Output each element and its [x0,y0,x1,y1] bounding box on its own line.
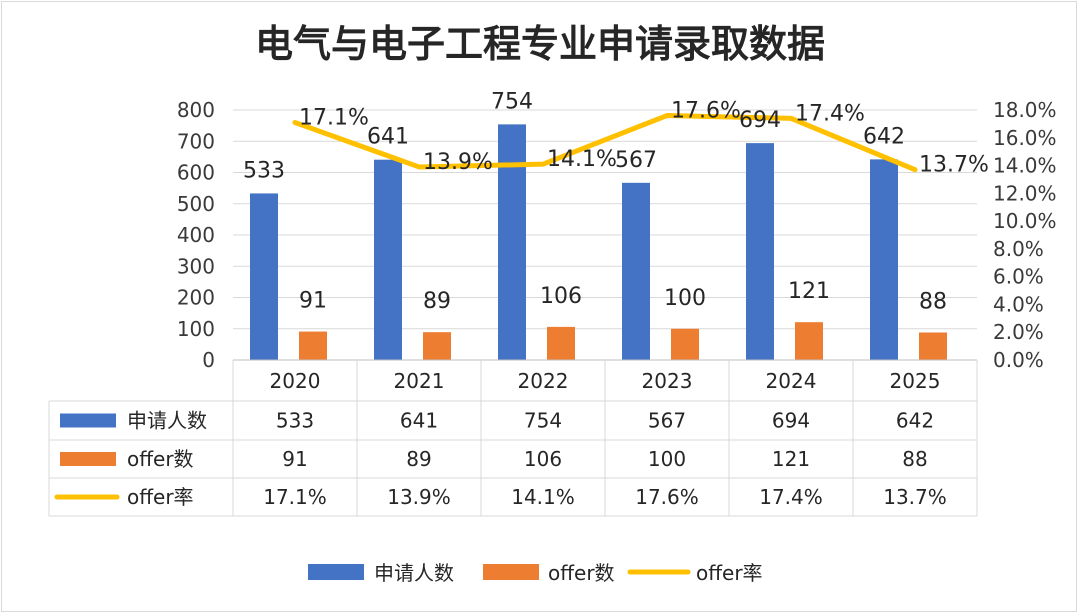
legend-label-applicants: 申请人数 [374,561,454,585]
table-cell: 91 [282,447,307,471]
right-axis-tick-label: 14.0% [993,154,1057,178]
table-cell: 106 [524,447,562,471]
left-axis-tick-label: 300 [177,254,215,278]
chart-title: 电气与电子工程专业申请录取数据 [255,22,825,66]
bar-offers [671,328,699,360]
table-cell: 13.9% [387,485,451,509]
bar-applicants [870,159,898,360]
offer-rate-line [292,113,918,173]
bar-applicants [622,182,650,360]
legend-swatch-offers [483,564,539,580]
table-cell: 121 [772,447,810,471]
table-cell: 14.1% [511,485,575,509]
right-axis-tick-label: 18.0% [993,98,1057,122]
x-axis-category-label: 2021 [394,369,445,393]
table-cell: 754 [524,409,562,433]
data-label-offer-rate: 17.4% [795,101,865,126]
x-axis-category-label: 2022 [518,369,569,393]
right-axis-tick-label: 12.0% [993,181,1057,205]
x-axis-category-label: 2024 [766,369,817,393]
offer-rate-series-line [292,113,918,173]
table-cell: 13.7% [883,485,947,509]
data-label-offer-rate: 13.7% [919,153,989,178]
right-axis-tick-label: 8.0% [993,237,1044,261]
legend-label-offers: offer数 [548,561,615,585]
left-axis-tick-label: 100 [177,317,215,341]
bar-applicants [374,159,402,360]
data-label-offers: 100 [664,286,706,311]
table-cell: 17.6% [635,485,699,509]
data-label-offer-rate: 17.1% [299,106,369,131]
offer-rate-point [790,117,792,120]
data-label-applicants: 754 [491,89,533,114]
bar-offers [919,332,947,360]
left-axis-tick-label: 200 [177,286,215,310]
data-label-applicants: 533 [243,158,285,183]
x-axis-category-label: 2025 [890,369,941,393]
offer-rate-point [914,168,916,171]
right-axis-tick-label: 2.0% [993,320,1044,344]
right-axis-tick-label: 16.0% [993,126,1057,150]
data-label-offers: 89 [423,289,451,314]
data-label-applicants: 567 [615,148,657,173]
legend: 申请人数 offer数 offer率 [308,561,763,585]
bar-applicants [746,143,774,360]
data-label-offers: 88 [919,290,947,315]
data-table: 2020 2021 2022 2023 2024 2025 申请人数 533 641 754 567… [48,359,978,517]
offer-rate-point [418,165,420,168]
data-label-offers: 106 [540,284,582,309]
data-label-offers: 91 [299,289,327,314]
table-cell: 89 [406,447,431,471]
bar-applicants [498,124,526,360]
table-key-offers [60,452,116,466]
right-axis-tick-label: 6.0% [993,265,1044,289]
table-row-header: offer率 [127,485,194,509]
right-axis-ticks: 0.0% 2.0% 4.0% 6.0% 8.0% 10.0% 12.0% 14.0% 16.0%… [993,98,1057,372]
offer-rate-point [294,121,296,124]
table-cell: 17.1% [263,485,327,509]
right-axis-tick-label: 4.0% [993,292,1044,316]
x-axis-category-label: 2020 [270,369,321,393]
data-label-offers: 121 [788,279,830,304]
bar-offers [547,326,575,360]
table-cell: 17.4% [759,485,823,509]
legend-label-offer-rate: offer率 [696,561,763,585]
table-cell: 642 [896,409,934,433]
data-labels: 533 91 641 89 754 106 567 100 694 121 642 88 17.1% 13… [243,89,989,314]
left-axis-tick-label: 700 [177,129,215,153]
table-cell: 533 [276,409,314,433]
data-label-applicants: 642 [863,124,905,149]
bar-offers [795,322,823,360]
data-label-applicants: 694 [739,108,781,133]
data-label-offer-rate: 13.9% [423,150,493,175]
bar-offers [423,332,451,360]
table-cell: 88 [902,447,927,471]
data-label-offer-rate: 14.1% [547,147,617,172]
legend-swatch-applicants [308,564,364,580]
table-row-header: 申请人数 [127,409,207,433]
table-cell: 694 [772,409,810,433]
left-axis-tick-label: 500 [177,192,215,216]
table-cell: 641 [400,409,438,433]
table-cell: 100 [648,447,686,471]
left-axis-tick-label: 400 [177,223,215,247]
data-label-applicants: 641 [367,125,409,150]
bar-applicants [250,193,278,360]
x-axis-category-label: 2023 [642,369,693,393]
left-axis-tick-label: 600 [177,161,215,185]
right-axis-tick-label: 0.0% [993,348,1044,372]
data-label-offer-rate: 17.6% [671,99,741,124]
left-axis-tick-label: 0 [202,348,215,372]
left-axis-tick-label: 800 [177,98,215,122]
offer-rate-point [666,114,668,117]
table-key-applicants [60,413,116,428]
offer-rate-point [542,163,544,166]
left-axis-ticks: 0 100 200 300 400 500 600 700 800 [177,98,215,372]
table-cell: 567 [648,409,686,433]
right-axis-tick-label: 10.0% [993,209,1057,233]
table-row-header: offer数 [127,447,194,471]
bar-offers [299,331,327,360]
